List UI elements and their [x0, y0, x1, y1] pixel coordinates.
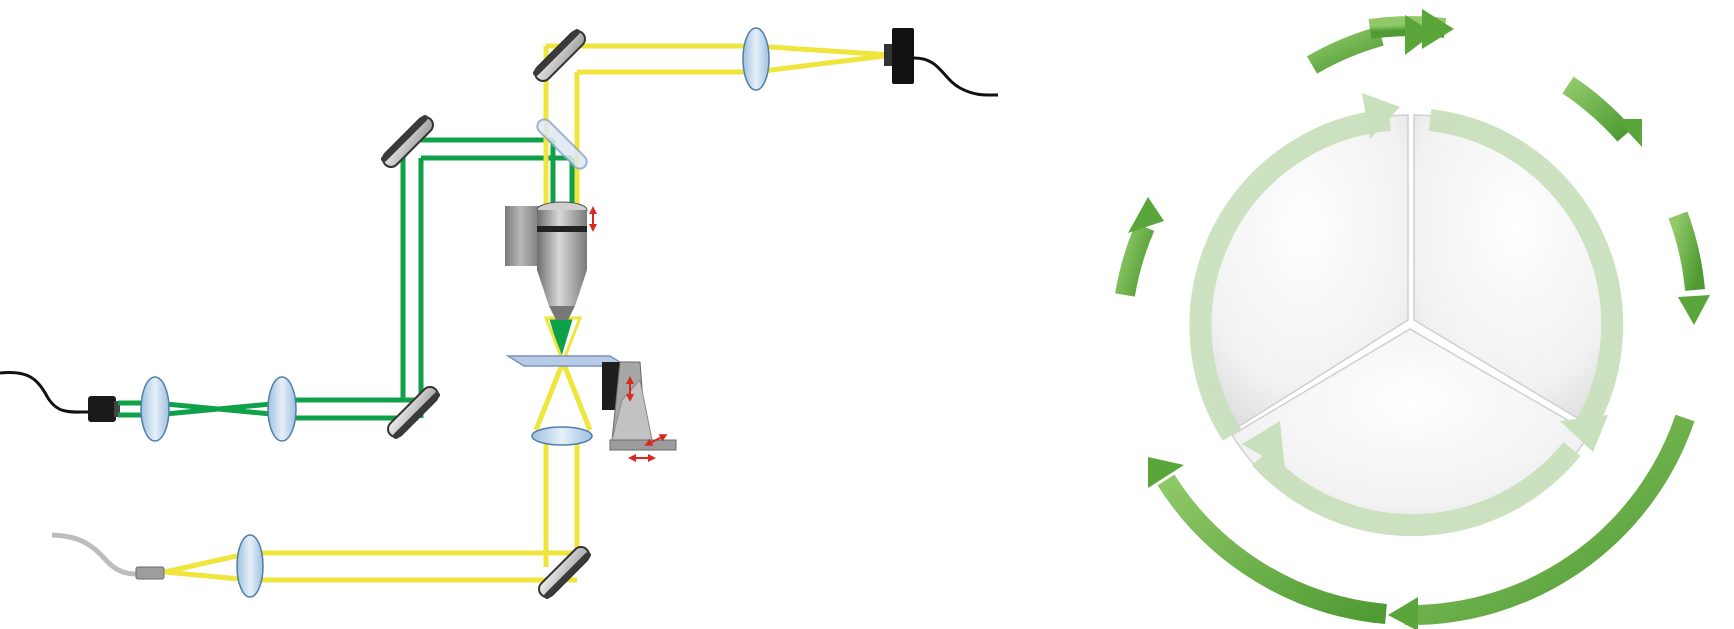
emission-beam-yellow — [164, 43, 893, 583]
mirror — [387, 386, 441, 440]
inner-arrow-head — [1242, 421, 1285, 469]
objective — [505, 201, 588, 320]
outer-arrow-head — [1128, 197, 1164, 233]
lens — [140, 376, 170, 442]
lens — [236, 534, 264, 598]
outer-arrow-head — [1148, 457, 1184, 488]
output-fiber — [51, 532, 165, 580]
inner-arrow-head — [1362, 93, 1400, 139]
lens — [742, 27, 770, 91]
translation-stage — [602, 361, 677, 451]
excitation-beam-green — [118, 137, 575, 421]
fiber-collimator — [88, 396, 116, 422]
outer-arrow-head — [1388, 597, 1418, 629]
dichroic-mirror — [536, 118, 588, 170]
mirror — [532, 28, 586, 82]
outer-arrow-head — [1405, 15, 1434, 55]
condenser-lens — [531, 426, 593, 446]
mirror — [380, 114, 434, 168]
outer-arrow-head — [1678, 295, 1710, 325]
inner-arrow-head — [1560, 415, 1608, 452]
stage-y-arrow — [644, 434, 668, 446]
cycle-diagram-panel — [1115, 9, 1710, 629]
outer-arrow-head — [1616, 119, 1642, 147]
camera-detector — [884, 28, 999, 97]
optical-setup-panel — [0, 27, 999, 600]
input-fiber-cable — [0, 370, 89, 414]
lens — [267, 376, 297, 442]
mirror — [538, 546, 592, 600]
outer-arrow-head — [1422, 9, 1454, 49]
inner-cycle-arrows — [1189, 109, 1624, 537]
